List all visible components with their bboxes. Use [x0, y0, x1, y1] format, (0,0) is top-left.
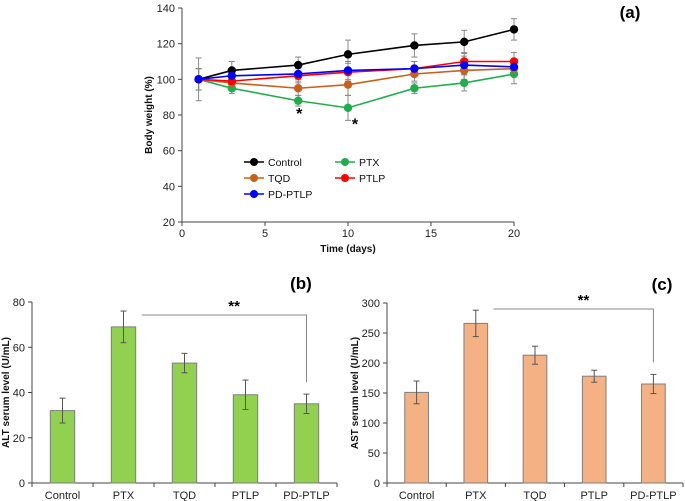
y-tick-label: 0 [374, 478, 380, 490]
data-point-PTX [410, 84, 419, 93]
y-tick-label: 50 [368, 448, 380, 460]
y-tick-label: 100 [157, 74, 175, 86]
x-tick-label: PTX [113, 490, 135, 501]
legend-marker [250, 190, 258, 198]
significance-marker: ** [228, 298, 240, 315]
significance-bracket [141, 314, 307, 383]
y-tick-label: 140 [157, 3, 175, 15]
data-point-Control [343, 50, 353, 59]
x-tick-label: Control [399, 490, 434, 501]
significance-bracket [493, 308, 654, 363]
y-tick-label: 200 [362, 358, 380, 370]
y-axis-label: ALT serum level (U/mL) [1, 337, 12, 448]
legend-marker [341, 158, 349, 166]
data-point-Control [509, 25, 519, 34]
bar-TQD [522, 354, 548, 484]
data-point-TQD [294, 84, 303, 93]
x-tick-label: PTLP [232, 490, 260, 501]
panel-label: (c) [652, 275, 673, 294]
bar-PTX [110, 326, 137, 484]
y-tick-label: 60 [13, 342, 25, 354]
legend-label-TQD: TQD [268, 173, 291, 185]
legend-marker [341, 174, 349, 182]
x-tick-label: PTX [465, 490, 487, 501]
y-tick-label: 40 [13, 388, 25, 400]
y-tick-label: 100 [362, 418, 380, 430]
x-tick-label: 0 [179, 228, 185, 240]
x-tick-label: PTLP [580, 490, 608, 501]
legend-label-PD-PTLP: PD-PTLP [268, 189, 312, 201]
y-tick-label: 80 [163, 110, 175, 122]
data-point-PTX [294, 96, 303, 105]
significance-marker: ** [578, 292, 590, 309]
y-axis-label: AST serum level (U/mL) [350, 337, 361, 449]
y-tick-label: 120 [157, 39, 175, 51]
legend-label-PTLP: PTLP [359, 173, 385, 185]
significance-marker: * [352, 117, 359, 134]
bar-TQD [171, 362, 198, 484]
bar-PD-PTLP [293, 403, 320, 484]
bar-PTX [463, 322, 489, 484]
legend-marker [250, 158, 258, 166]
y-tick-label: 150 [362, 388, 380, 400]
data-point-TQD [343, 80, 353, 89]
legend-marker [250, 174, 258, 182]
data-point-Control [410, 41, 419, 50]
y-tick-label: 40 [163, 181, 175, 193]
bar-PTLP [581, 375, 607, 484]
y-tick-label: 60 [163, 146, 175, 158]
y-tick-label: 300 [362, 298, 380, 310]
y-tick-label: 250 [362, 328, 380, 340]
data-point-Control [460, 37, 469, 47]
data-point-PD-PTLP [227, 71, 236, 80]
x-tick-label: PD-PTLP [283, 490, 329, 501]
y-tick-label: 20 [163, 217, 175, 229]
x-tick-label: TQD [173, 490, 196, 501]
bar-PD-PTLP [641, 383, 666, 484]
data-point-Control [294, 60, 303, 70]
legend-label-PTX: PTX [359, 157, 379, 169]
bar-Control [404, 391, 429, 484]
x-tick-label: TQD [523, 490, 546, 501]
x-axis-label: Time (days) [320, 244, 375, 255]
data-point-PTX [460, 78, 469, 88]
significance-marker: * [296, 106, 303, 123]
data-point-PD-PTLP [343, 66, 353, 75]
x-tick-label: Control [45, 490, 80, 501]
x-tick-label: PD-PTLP [630, 490, 676, 501]
x-tick-label: 5 [262, 228, 268, 240]
x-tick-label: 10 [342, 228, 354, 240]
data-point-PD-PTLP [460, 60, 469, 70]
y-axis-label: Body weight (%) [144, 76, 155, 154]
data-point-PD-PTLP [509, 62, 519, 72]
data-point-PD-PTLP [294, 69, 303, 79]
y-tick-label: 20 [13, 433, 25, 445]
data-point-PD-PTLP [194, 75, 203, 84]
y-tick-label: 0 [19, 478, 25, 490]
panel-label: (a) [620, 3, 641, 22]
x-tick-label: 15 [425, 228, 437, 240]
x-tick-label: 20 [508, 228, 520, 240]
data-point-PD-PTLP [410, 64, 419, 73]
panel-label: (b) [290, 274, 312, 293]
legend-label-Control: Control [268, 157, 302, 169]
data-point-PTX [343, 103, 353, 113]
y-tick-label: 80 [13, 297, 25, 309]
